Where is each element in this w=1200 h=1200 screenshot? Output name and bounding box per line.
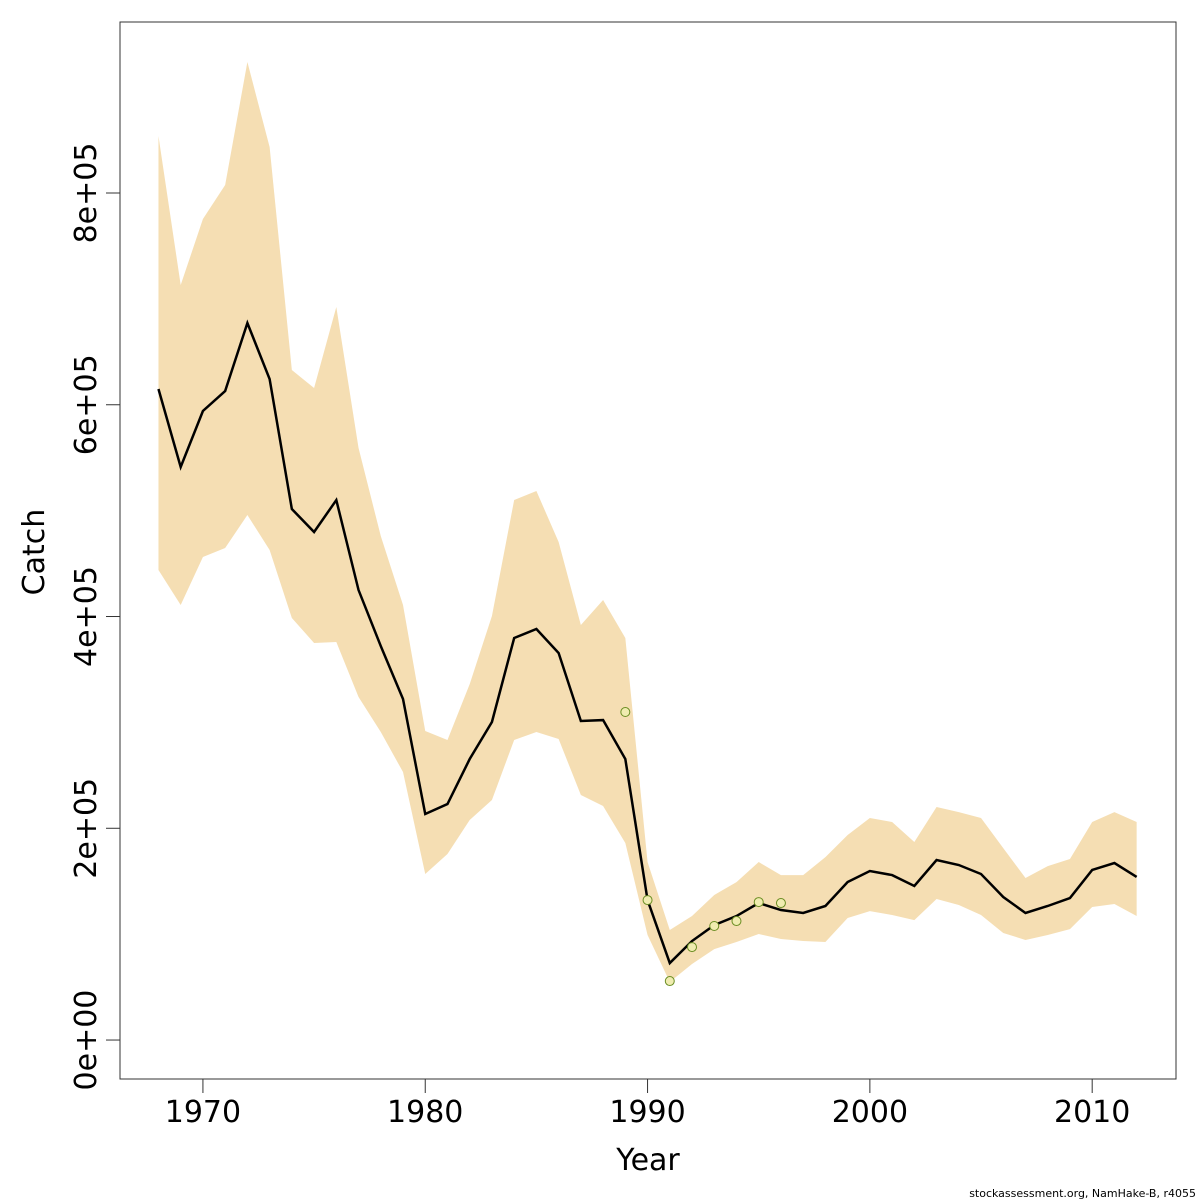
x-tick-label: 1990 [609,1095,685,1130]
y-tick-label: 0e+00 [69,990,104,1091]
observation [709,921,720,932]
x-axis-title: Year [615,1143,680,1178]
observation [731,916,742,927]
observation [775,898,786,909]
x-tick-label: 2010 [1054,1095,1130,1130]
x-tick-label: 1970 [165,1095,241,1130]
observation [642,895,653,906]
y-tick-label: 8e+05 [69,143,104,244]
y-tick-label: 6e+05 [69,354,104,455]
y-tick-label: 2e+05 [69,778,104,879]
observation [753,897,764,908]
confidence-band [158,62,1137,983]
observation [664,976,675,987]
observation [687,942,698,953]
x-tick-label: 1980 [387,1095,463,1130]
x-tick-label: 2000 [832,1095,908,1130]
observation [620,707,631,718]
y-tick-label: 4e+05 [69,566,104,667]
footer: stockassessment.org, NamHake-B, r4055 [969,1187,1196,1200]
y-axis-title: Catch [17,509,52,596]
